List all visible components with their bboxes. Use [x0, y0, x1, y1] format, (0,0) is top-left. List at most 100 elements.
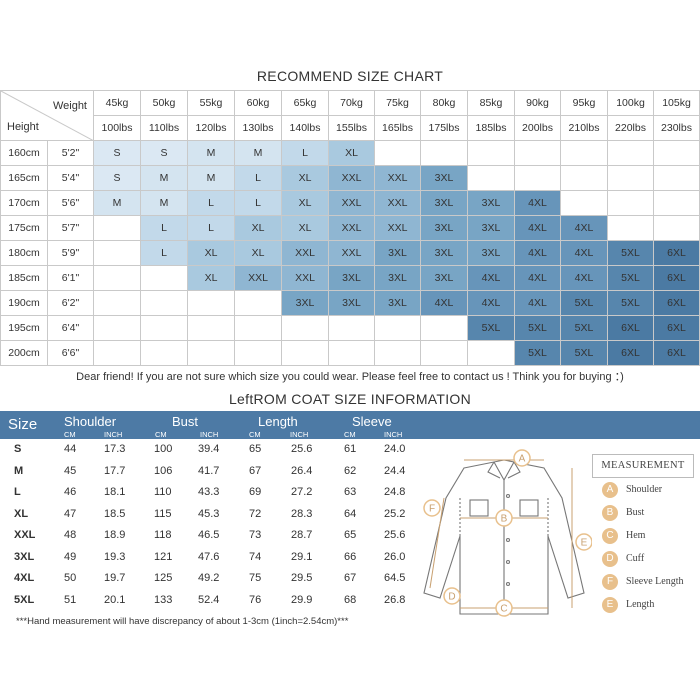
size-cell: 3XL [420, 165, 468, 191]
coat-measure-value: 46.5 [198, 529, 220, 541]
size-cell: XXL [281, 265, 329, 291]
weight-kg-header: 95kg [560, 90, 608, 116]
weight-lbs-header: 175lbs [420, 115, 468, 141]
size-cell: 3XL [420, 190, 468, 216]
size-cell: XL [328, 140, 375, 166]
size-cell [234, 315, 282, 341]
marker-d-label: D [448, 592, 455, 603]
coat-measure-value: 76 [249, 593, 262, 606]
weight-lbs-header: 110lbs [140, 115, 188, 141]
size-cell [653, 215, 700, 241]
weight-kg-header: 60kg [234, 90, 282, 116]
weight-lbs-header: 230lbs [653, 115, 700, 141]
coat-measure-value: 125 [154, 572, 173, 584]
weight-lbs-header: 200lbs [514, 115, 561, 141]
weight-kg-header: 80kg [420, 90, 468, 116]
coat-size-row: L 46 18.1 110 43.3 69 27.2 63 24.8 [0, 483, 405, 505]
size-cell: 4XL [560, 265, 608, 291]
size-cell: XL [281, 190, 329, 216]
coat-measure-value: 18.1 [104, 486, 126, 498]
height-ft-cell: 6'2" [47, 290, 94, 316]
height-cm-cell: 175cm [0, 215, 48, 241]
size-cell: 6XL [653, 315, 700, 341]
bust-cm-unit: CM [155, 430, 167, 439]
size-cell: 4XL [514, 215, 561, 241]
height-row: 185cm 6'1" XL XXL XXL 3XL 3XL 3XL 4XL 4XL 4XL 5XL 6X… [0, 265, 700, 291]
bust-header: Bust [172, 414, 199, 429]
coat-size-label: S [14, 443, 22, 455]
size-cell: 3XL [467, 190, 515, 216]
height-ft-cell: 5'7" [47, 215, 94, 241]
coat-measure-value: 47 [64, 507, 77, 520]
size-cell [514, 165, 561, 191]
size-cell: 4XL [514, 240, 561, 266]
size-cell: L [234, 190, 282, 216]
size-cell: 5XL [514, 315, 561, 341]
height-row: 165cm 5'4" S M M L XL XXL XXL 3XL [0, 165, 700, 191]
size-cell [467, 140, 515, 166]
size-cell: 4XL [467, 290, 515, 316]
size-cell: XL [187, 240, 235, 266]
coat-size-label: M [14, 464, 24, 477]
weight-lbs-header: 140lbs [281, 115, 329, 141]
size-cell: M [187, 165, 235, 191]
coat-measure-value: 45.3 [198, 507, 220, 520]
marker-f-circle [423, 499, 441, 517]
size-cell [560, 190, 608, 216]
size-cell [93, 215, 141, 241]
shoulder-cm-unit: CM [64, 430, 76, 439]
marker-c-label: C [500, 604, 507, 615]
height-ft-cell: 6'1" [47, 265, 94, 291]
size-cell: M [187, 140, 235, 166]
size-cell [374, 340, 421, 366]
coat-measure-value: 110 [154, 486, 172, 498]
size-cell: 5XL [560, 315, 608, 341]
size-cell [93, 265, 141, 291]
weight-kg-header: 100kg [607, 90, 654, 116]
size-cell: S [93, 140, 141, 166]
size-cell: 5XL [514, 340, 561, 366]
size-cell [653, 140, 700, 166]
coat-size-label: 3XL [14, 550, 35, 563]
size-cell: XXL [328, 190, 375, 216]
height-ft-cell: 6'4" [47, 315, 94, 341]
height-cm-cell: 170cm [0, 190, 48, 216]
coat-measure-value: 49 [64, 550, 77, 563]
size-cell [234, 340, 282, 366]
coat-measure-value: 72 [249, 507, 262, 520]
coat-measure-value: 17.3 [104, 443, 126, 455]
size-cell: XXL [281, 240, 329, 266]
size-cell [420, 315, 468, 341]
weight-lbs-row: 100lbs 110lbs 120lbs 130lbs 140lbs 155lbs 165l… [1, 115, 700, 141]
coat-measure-value: 28.7 [291, 529, 313, 541]
coat-measure-value: 69 [249, 486, 262, 498]
coat-measure-value: 24.4 [384, 464, 406, 477]
size-cell: 4XL [467, 265, 515, 291]
coat-measure-value: 65 [344, 529, 357, 541]
size-cell: 4XL [420, 290, 468, 316]
height-ft-cell: 5'4" [47, 165, 94, 191]
size-cell [281, 315, 329, 341]
size-cell: 3XL [420, 265, 468, 291]
size-cell [374, 315, 421, 341]
coat-measure-value: 46 [64, 486, 77, 498]
height-ft-cell: 5'2" [47, 140, 94, 166]
marker-c-circle [495, 599, 513, 617]
legend-marker-icon: C [602, 528, 618, 544]
weight-kg-header: 105kg [653, 90, 700, 116]
sleeve-header: Sleeve [352, 414, 392, 429]
size-cell: L [281, 140, 329, 166]
size-cell [187, 315, 235, 341]
coat-measure-value: 50 [64, 572, 77, 584]
marker-b-circle [495, 509, 513, 527]
size-cell: S [93, 165, 141, 191]
legend-label: Sleeve Length [626, 576, 684, 587]
coat-measure-value: 29.9 [291, 593, 313, 606]
weight-kg-header: 50kg [140, 90, 188, 116]
height-cm-cell: 165cm [0, 165, 48, 191]
coat-measure-value: 45 [64, 464, 77, 477]
marker-b-label: B [501, 514, 508, 525]
coat-measure-value: 18.9 [104, 529, 126, 541]
size-cell: 6XL [653, 340, 700, 366]
coat-info-title: LeftROM COAT SIZE INFORMATION [228, 391, 472, 407]
